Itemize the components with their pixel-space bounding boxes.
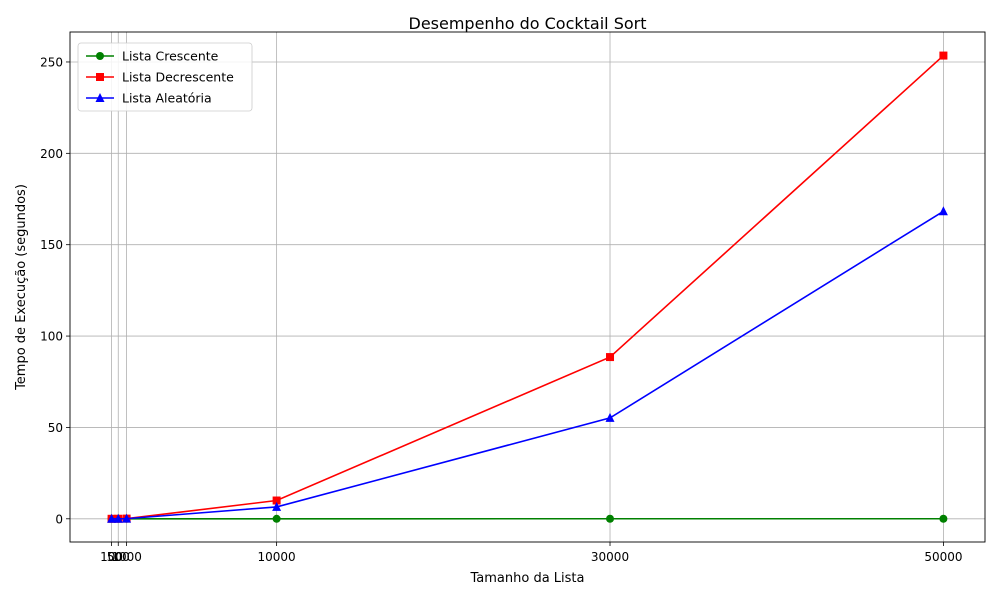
data-point [272, 496, 281, 505]
data-point [939, 514, 948, 523]
series-layer [107, 51, 948, 523]
x-tick-label: 10000 [258, 550, 296, 564]
legend-marker [96, 52, 104, 60]
legend-label: Lista Decrescente [122, 70, 234, 85]
y-tick-label: 100 [40, 330, 63, 344]
chart-title: Desempenho do Cocktail Sort [409, 14, 647, 33]
series-line [111, 210, 944, 520]
x-axis-label: Tamanho da Lista [470, 571, 585, 586]
data-point [122, 513, 132, 523]
data-point [272, 514, 281, 523]
x-tick-label: 50000 [924, 550, 962, 564]
y-tick-label: 200 [40, 147, 63, 161]
data-point [939, 51, 948, 60]
data-point [605, 412, 615, 422]
series-lista-crescente [107, 514, 948, 523]
legend-marker [95, 93, 105, 102]
legend-box [77, 42, 253, 112]
legend-item: Lista Decrescente [86, 70, 234, 85]
x-tick-label: 30000 [591, 550, 629, 564]
y-tick-label: 250 [40, 55, 63, 69]
series-line [111, 54, 944, 520]
y-axis-ticks: 0 50 100 150 200 250 [40, 55, 70, 526]
y-axis-label: Tempo de Execução (segundos) [14, 184, 29, 391]
y-tick-label: 0 [55, 512, 63, 526]
series-lista-aleat-ria [107, 206, 948, 523]
data-point [113, 513, 123, 523]
data-point [606, 514, 615, 523]
legend-label: Lista Aleatória [122, 91, 212, 106]
data-point [272, 501, 282, 511]
legend-marker [96, 73, 104, 81]
legend: Lista Crescente Lista Decrescente Lista Al… [77, 42, 253, 112]
legend-label: Lista Crescente [122, 49, 219, 64]
x-tick-label: 100 [100, 550, 123, 564]
data-point [606, 353, 615, 362]
data-point [107, 513, 117, 523]
data-point [938, 206, 948, 216]
x-tick-label: 1000 [111, 550, 142, 564]
plot-area-frame [69, 31, 986, 543]
x-tick-label: 500 [107, 550, 130, 564]
legend-item: Lista Aleatória [86, 91, 212, 106]
y-tick-label: 150 [40, 238, 63, 252]
y-tick-label: 50 [48, 421, 63, 435]
legend-item: Lista Crescente [86, 49, 219, 64]
